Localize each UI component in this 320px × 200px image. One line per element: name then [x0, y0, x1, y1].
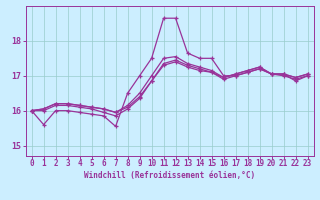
X-axis label: Windchill (Refroidissement éolien,°C): Windchill (Refroidissement éolien,°C) [84, 171, 255, 180]
